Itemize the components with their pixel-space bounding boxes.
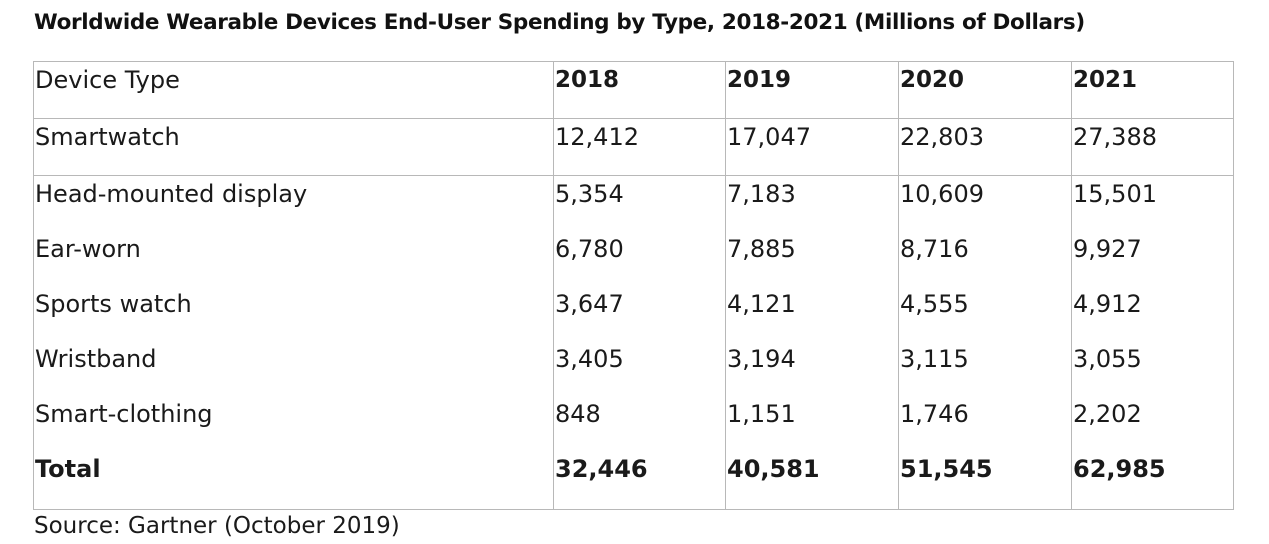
table-row-head-mounted-display: Head-mounted display 5,354 7,183 10,609 … <box>33 175 1234 231</box>
row-label: Smart-clothing <box>33 396 554 451</box>
cell-value: 3,194 <box>725 341 899 396</box>
source-note: Source: Gartner (October 2019) <box>34 513 400 539</box>
total-value: 62,985 <box>1071 451 1234 510</box>
row-label: Smartwatch <box>33 118 554 176</box>
table-row-ear-worn: Ear-worn 6,780 7,885 8,716 9,927 <box>33 231 1234 286</box>
cell-value: 22,803 <box>898 118 1072 176</box>
cell-value: 15,501 <box>1071 175 1234 231</box>
column-header-2019: 2019 <box>725 61 899 119</box>
cell-value: 9,927 <box>1071 231 1234 286</box>
cell-value: 7,885 <box>725 231 899 286</box>
row-label: Wristband <box>33 341 554 396</box>
cell-value: 5,354 <box>553 175 726 231</box>
table-row-smart-clothing: Smart-clothing 848 1,151 1,746 2,202 <box>33 396 1234 451</box>
cell-value: 3,055 <box>1071 341 1234 396</box>
column-header-2018: 2018 <box>553 61 726 119</box>
table-row-wristband: Wristband 3,405 3,194 3,115 3,055 <box>33 341 1234 396</box>
row-label: Sports watch <box>33 286 554 341</box>
table-row-sports-watch: Sports watch 3,647 4,121 4,555 4,912 <box>33 286 1234 341</box>
cell-value: 2,202 <box>1071 396 1234 451</box>
cell-value: 27,388 <box>1071 118 1234 176</box>
column-header-device-type: Device Type <box>33 61 554 119</box>
cell-value: 10,609 <box>898 175 1072 231</box>
cell-value: 4,912 <box>1071 286 1234 341</box>
total-value: 40,581 <box>725 451 899 510</box>
cell-value: 4,555 <box>898 286 1072 341</box>
table-title: Worldwide Wearable Devices End-User Spen… <box>34 10 1085 35</box>
cell-value: 3,405 <box>553 341 726 396</box>
cell-value: 3,115 <box>898 341 1072 396</box>
row-label: Ear-worn <box>33 231 554 286</box>
cell-value: 7,183 <box>725 175 899 231</box>
cell-value: 6,780 <box>553 231 726 286</box>
cell-value: 8,716 <box>898 231 1072 286</box>
cell-value: 3,647 <box>553 286 726 341</box>
table-row-smartwatch: Smartwatch 12,412 17,047 22,803 27,388 <box>33 118 1234 176</box>
cell-value: 4,121 <box>725 286 899 341</box>
table-header-row: Device Type 2018 2019 2020 2021 <box>33 61 1234 119</box>
column-header-2021: 2021 <box>1071 61 1234 119</box>
total-label: Total <box>33 451 554 510</box>
total-value: 32,446 <box>553 451 726 510</box>
cell-value: 848 <box>553 396 726 451</box>
cell-value: 12,412 <box>553 118 726 176</box>
row-label: Head-mounted display <box>33 175 554 231</box>
table-row-total: Total 32,446 40,581 51,545 62,985 <box>33 451 1234 510</box>
spending-table: Device Type 2018 2019 2020 2021 Smartwat… <box>33 61 1234 510</box>
cell-value: 1,151 <box>725 396 899 451</box>
cell-value: 17,047 <box>725 118 899 176</box>
total-value: 51,545 <box>898 451 1072 510</box>
column-header-2020: 2020 <box>898 61 1072 119</box>
cell-value: 1,746 <box>898 396 1072 451</box>
